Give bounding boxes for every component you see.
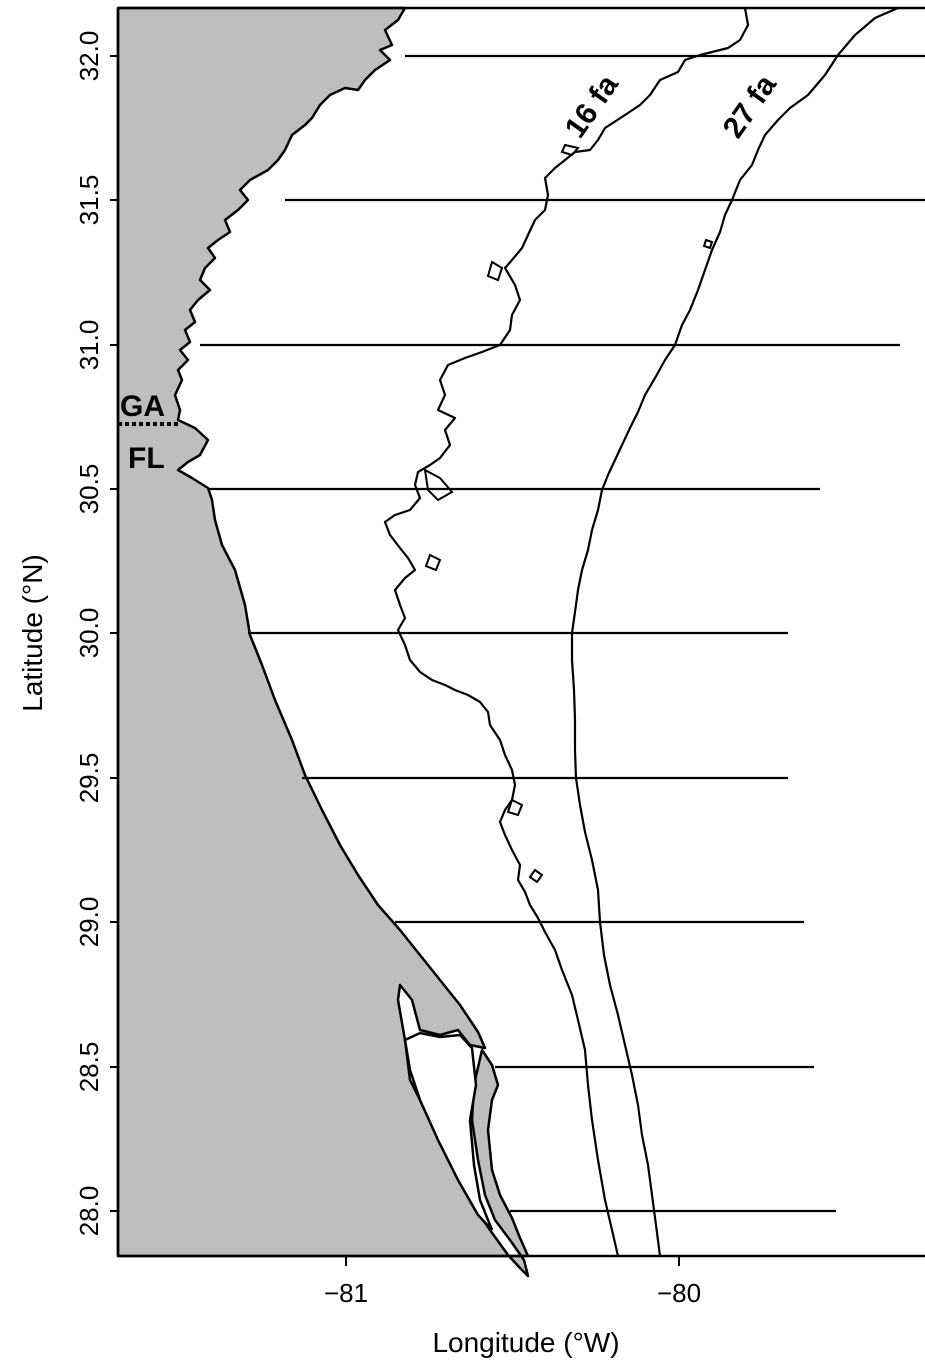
contour-island — [702, 238, 714, 250]
contour-label-16: 16 fa — [559, 69, 625, 144]
y-tick-labels: 28.0 28.5 29.0 29.5 30.0 30.5 31.0 31.5 … — [74, 31, 104, 1237]
contour-16-fathom — [383, 7, 750, 1257]
y-axis — [110, 55, 118, 1212]
state-label-fl: FL — [128, 442, 165, 475]
contour-label-27: 27 fa — [717, 69, 783, 144]
y-tick-label: 31.5 — [74, 175, 104, 226]
contour-island — [486, 260, 504, 282]
land-mass — [116, 6, 530, 1278]
x-axis-title: Longitude (°W) — [432, 1327, 619, 1358]
y-tick-label: 28.0 — [74, 1186, 104, 1237]
y-tick-label: 29.5 — [74, 753, 104, 804]
y-tick-label: 28.5 — [74, 1042, 104, 1093]
y-tick-label: 29.0 — [74, 897, 104, 948]
contour-island — [423, 468, 454, 502]
contour-27-fathom — [570, 6, 899, 1257]
y-tick-label: 30.0 — [74, 608, 104, 659]
x-tick-label: −81 — [324, 1278, 368, 1308]
y-tick-label: 30.5 — [74, 464, 104, 515]
contour-island — [506, 798, 524, 817]
y-tick-label: 31.0 — [74, 320, 104, 371]
transect-lines — [200, 54, 925, 1213]
x-tick-label: −80 — [657, 1278, 701, 1308]
contour-island — [528, 868, 544, 884]
x-axis — [345, 1256, 680, 1266]
contour-island — [424, 553, 442, 572]
y-tick-label: 32.0 — [74, 31, 104, 82]
y-axis-title: Latitude (°N) — [17, 554, 48, 712]
lagoon — [403, 1031, 494, 1231]
contour-island — [560, 143, 580, 157]
state-label-ga: GA — [120, 390, 165, 423]
